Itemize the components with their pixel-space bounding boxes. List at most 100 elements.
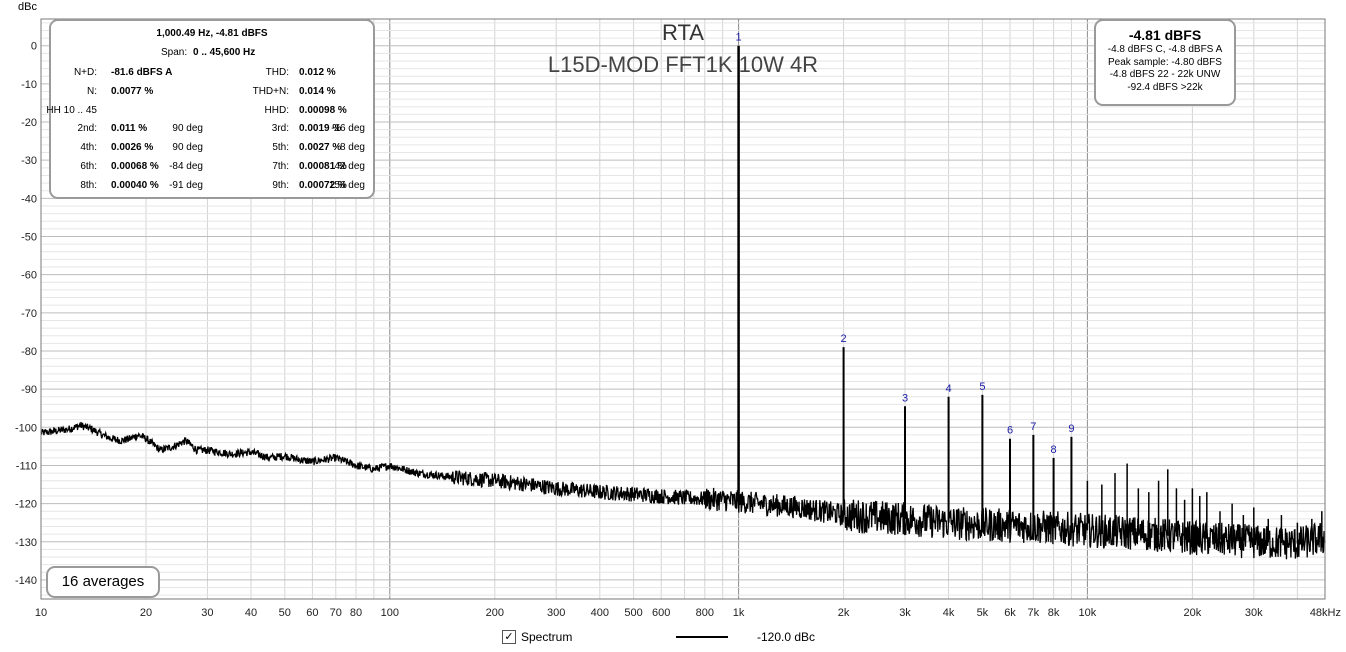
y-tick-label: -110 [16,460,37,472]
y-axis-unit: dBc [18,1,37,13]
x-tick-label: 500 [624,607,642,619]
axis-labels: 0 -10 -20 -30 -40 -50 -60 -70 -80 -90 -100 -110 -120… [15,41,1341,619]
x-tick-label: 4k [943,607,955,619]
x-tick-label: 200 [486,607,504,619]
harmonic-label: 8 [1051,444,1057,456]
x-tick-label: 400 [591,607,609,619]
x-tick-label: 10k [1079,607,1097,619]
x-tick-label: 8k [1048,607,1060,619]
spectrum-checkbox[interactable]: ✓ [502,630,516,644]
stats-v2-cell: 0.00098 % [299,104,347,116]
harmonic-label: 3 [902,392,908,404]
y-tick-label: -40 [21,193,37,205]
y-tick-label: 0 [31,41,37,53]
level-main: -4.81 dBFS [1128,27,1202,43]
stats-l2-cell: THD: [265,67,289,78]
x-tick-label: 50 [279,607,291,619]
x-tick-label: 300 [547,607,565,619]
stats-v1-cell: 0.0077 % [111,85,154,97]
x-tick-label: 100 [381,607,399,619]
stats-l1-cell: N: [87,85,97,97]
x-tick-label: 1k [733,607,745,619]
stats-l2-cell: HHD: [264,104,289,116]
stats-v2-cell: 0.00081 % [299,161,347,172]
x-tick-label: 70 [330,607,342,619]
y-tick-label: -30 [21,155,37,167]
x-tick-label: 7k [1028,607,1040,619]
legend-series-label[interactable]: Spectrum [521,630,573,644]
harmonic-label: 1 [736,32,742,44]
y-tick-label: -20 [21,117,37,129]
span-value: 0 .. 45,600 Hz [193,47,256,58]
stats-v1-cell: 0.0026 % [111,142,154,154]
harmonic-label: 2 [841,333,847,345]
plot-frame [40,18,1326,600]
y-tick-label: -100 [15,422,37,434]
x-tick-label: 30k [1245,607,1263,619]
level-line: Peak sample: -4.80 dBFS [1108,56,1222,68]
stats-l2-cell: 3rd: [271,123,289,135]
stats-v2-cell: 0.012 % [299,67,336,78]
x-tick-label: 6k [1004,607,1016,619]
chart-subtitle: L15D-MOD FFT1K 10W 4R [547,52,819,77]
x-tick-label: 60 [306,607,318,619]
x-tick-label: 40 [245,607,257,619]
stats-d1-cell: 90 deg [172,123,203,135]
stats-v1-cell: 0.00040 % [111,179,159,191]
stats-l1-cell: 8th: [80,179,97,191]
stats-l1-cell: 6th: [80,161,97,172]
x-tick-label: 3k [899,607,911,619]
harmonic-label: 9 [1068,423,1074,435]
y-tick-label: -10 [21,79,37,91]
stats-v2-cell: 0.014 % [299,85,336,97]
legend-reference-label: -120.0 dBc [757,630,816,644]
stats-l2-cell: 5th: [272,142,289,154]
level-line: -4.8 dBFS 22 - 22k UNW [1109,69,1221,80]
y-tick-label: -60 [21,270,37,282]
chart-title: RTA [662,20,704,45]
stats-d2-cell: -16 deg [331,123,365,135]
legend-line-swatch [676,636,728,638]
harmonic-label: 6 [1007,425,1013,437]
fundamental-readout: 1,000.49 Hz, -4.81 dBFS [156,28,268,39]
stats-d1-cell: 90 deg [172,142,203,154]
x-tick-label: 800 [696,607,714,619]
averages-badge: 16 averages [46,566,160,598]
distortion-stats-panel: 1,000.49 Hz, -4.81 dBFS Span: 0 .. 45,60… [46,19,375,199]
stats-d1-cell: -91 deg [169,179,203,191]
stats-v1-cell: 0.00068 % [111,161,159,172]
stats-v2-cell: 0.0019 % [299,123,342,135]
stats-v1-cell: 0.011 % [111,123,148,135]
stats-v2-cell: 0.00072 % [299,179,347,191]
stats-d2-cell: 42 deg [334,161,365,172]
y-tick-label: -50 [21,232,37,244]
level-line: -4.8 dBFS C, -4.8 dBFS A [1107,44,1223,55]
x-tick-label: 2k [838,607,850,619]
y-tick-label: -130 [15,537,37,549]
y-tick-label: -90 [21,384,37,396]
stats-d2-cell: 8 deg [339,142,365,154]
stats-d2-cell: 156 deg [328,179,365,191]
stats-l1-cell: 2nd: [77,123,97,135]
stats-l1-cell: N+D: [73,67,97,78]
x-tick-label: 5k [977,607,989,619]
x-tick-label: 48kHz [1310,607,1341,619]
y-tick-label: -70 [21,308,37,320]
stats-v1-cell: -81.6 dBFS A [111,67,173,78]
harmonic-label: 7 [1030,421,1036,433]
y-tick-label: -80 [21,346,37,358]
stats-l1-cell: HH 10 .. 45 [46,104,97,116]
stats-l2-cell: 9th: [272,179,289,191]
spectrum-trace [40,421,1326,560]
x-tick-label: 80 [350,607,362,619]
x-tick-label: 20k [1184,607,1202,619]
y-tick-label: -140 [15,575,37,587]
x-tick-label: 30 [201,607,213,619]
spectrum-line [40,421,1326,560]
span-label: Span: [161,47,188,58]
x-tick-label: 20 [140,607,152,619]
y-tick-label: -120 [15,499,37,511]
stats-l2-cell: 7th: [272,161,289,172]
stats-l1-cell: 4th: [80,142,97,154]
harmonic-label: 4 [946,383,952,395]
